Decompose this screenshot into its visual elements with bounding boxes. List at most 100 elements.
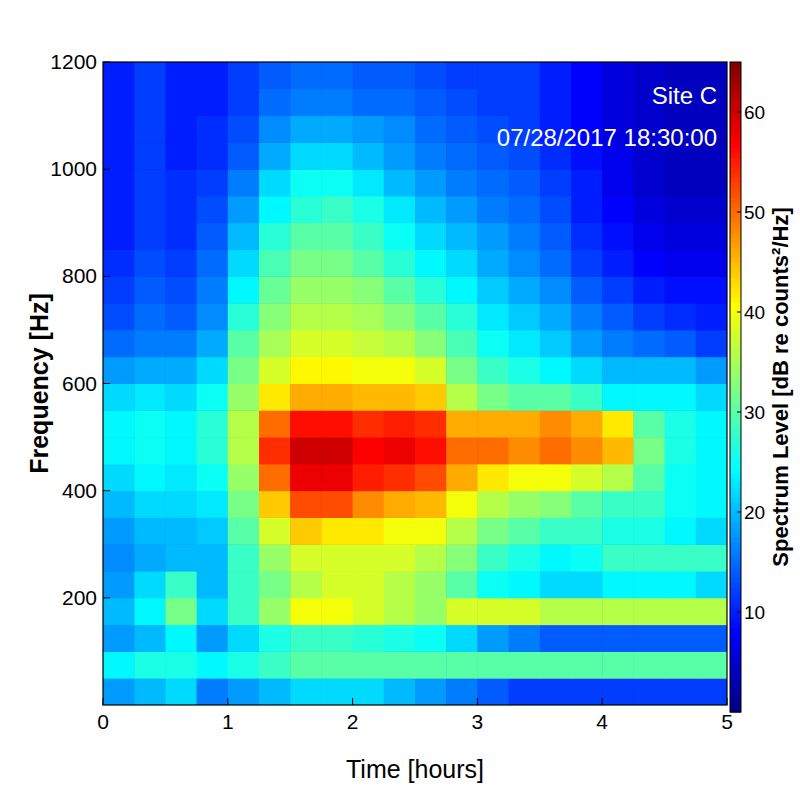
heatmap-cell bbox=[197, 357, 229, 384]
heatmap-cell bbox=[415, 303, 447, 330]
heatmap-cell bbox=[477, 62, 509, 89]
colorbar-step bbox=[730, 602, 741, 608]
heatmap-cell bbox=[415, 464, 447, 491]
heatmap-cell bbox=[540, 410, 572, 437]
heatmap-cell bbox=[602, 250, 634, 277]
heatmap-cell bbox=[384, 491, 416, 518]
heatmap-cell bbox=[602, 651, 634, 678]
heatmap-cell bbox=[633, 464, 665, 491]
heatmap-cell bbox=[540, 276, 572, 303]
colorbar-step bbox=[730, 267, 741, 273]
heatmap-cell bbox=[665, 544, 697, 571]
heatmap-cell bbox=[415, 491, 447, 518]
heatmap-cell bbox=[665, 169, 697, 196]
colorbar-step bbox=[730, 82, 741, 88]
heatmap-cell bbox=[665, 276, 697, 303]
heatmap-cell bbox=[321, 410, 353, 437]
colorbar-step bbox=[730, 352, 741, 358]
heatmap-cell bbox=[633, 651, 665, 678]
colorbar-tick-label: 30 bbox=[744, 402, 765, 423]
heatmap-cell bbox=[290, 223, 322, 250]
heatmap-cell bbox=[384, 625, 416, 652]
heatmap-cell bbox=[696, 384, 727, 411]
heatmap-cell bbox=[665, 678, 697, 705]
colorbar-step bbox=[730, 102, 741, 108]
heatmap-cell bbox=[353, 62, 385, 89]
heatmap-cell bbox=[197, 384, 229, 411]
heatmap-cell bbox=[103, 437, 135, 464]
heatmap-cell bbox=[446, 330, 478, 357]
heatmap-cell bbox=[228, 196, 260, 223]
heatmap-cell bbox=[477, 384, 509, 411]
colorbar-step bbox=[730, 402, 741, 408]
heatmap-cell bbox=[353, 169, 385, 196]
heatmap-cell bbox=[384, 169, 416, 196]
heatmap-cell bbox=[321, 571, 353, 598]
heatmap-cell bbox=[509, 62, 541, 89]
heatmap-cell bbox=[290, 491, 322, 518]
heatmap-cell bbox=[353, 544, 385, 571]
heatmap-cell bbox=[165, 142, 197, 169]
heatmap-cell bbox=[415, 598, 447, 625]
heatmap-cell bbox=[103, 384, 135, 411]
heatmap-cell bbox=[165, 517, 197, 544]
heatmap-cell bbox=[290, 62, 322, 89]
heatmap-cell bbox=[540, 437, 572, 464]
heatmap-cell bbox=[571, 678, 603, 705]
heatmap-cell bbox=[165, 116, 197, 143]
heatmap-cell bbox=[103, 142, 135, 169]
colorbar-step bbox=[730, 287, 741, 293]
heatmap-cell bbox=[415, 678, 447, 705]
heatmap-cell bbox=[165, 303, 197, 330]
colorbar-step bbox=[730, 552, 741, 558]
heatmap-cell bbox=[197, 303, 229, 330]
colorbar-step bbox=[730, 202, 741, 208]
heatmap-cell bbox=[197, 517, 229, 544]
heatmap-cell bbox=[134, 89, 166, 116]
heatmap-cell bbox=[602, 62, 634, 89]
colorbar-step bbox=[730, 372, 741, 378]
heatmap-cell bbox=[509, 276, 541, 303]
y-axis-label: Frequency [Hz] bbox=[25, 293, 53, 474]
colorbar-step bbox=[730, 582, 741, 588]
heatmap-cell bbox=[353, 625, 385, 652]
heatmap-cell bbox=[165, 330, 197, 357]
heatmap-cell bbox=[540, 678, 572, 705]
heatmap-cell bbox=[321, 142, 353, 169]
heatmap-cell bbox=[384, 276, 416, 303]
heatmap-cell bbox=[103, 89, 135, 116]
heatmap-cell bbox=[665, 330, 697, 357]
heatmap-cell bbox=[696, 357, 727, 384]
x-tick bbox=[352, 698, 353, 705]
colorbar-step bbox=[730, 507, 741, 513]
colorbar-step bbox=[730, 87, 741, 93]
heatmap-cell bbox=[446, 625, 478, 652]
heatmap-cell bbox=[509, 651, 541, 678]
colorbar-step bbox=[730, 517, 741, 523]
heatmap-cell bbox=[290, 196, 322, 223]
heatmap-cell bbox=[353, 89, 385, 116]
colorbar-step bbox=[730, 652, 741, 658]
heatmap-cell bbox=[353, 330, 385, 357]
heatmap-cell bbox=[384, 303, 416, 330]
colorbar-step bbox=[730, 577, 741, 583]
heatmap-cell bbox=[228, 357, 260, 384]
heatmap-cell bbox=[415, 116, 447, 143]
colorbar-step bbox=[730, 452, 741, 458]
colorbar-step bbox=[730, 147, 741, 153]
heatmap-cell bbox=[259, 544, 291, 571]
heatmap-cell bbox=[477, 410, 509, 437]
heatmap-cell bbox=[103, 544, 135, 571]
colorbar-step bbox=[730, 447, 741, 453]
heatmap-cell bbox=[353, 517, 385, 544]
colorbar-step bbox=[730, 282, 741, 288]
heatmap-cell bbox=[290, 330, 322, 357]
colorbar-step bbox=[730, 272, 741, 278]
heatmap-cell bbox=[509, 89, 541, 116]
heatmap-cell bbox=[415, 250, 447, 277]
heatmap-cell bbox=[571, 625, 603, 652]
heatmap-cell bbox=[259, 517, 291, 544]
heatmap-cell bbox=[197, 169, 229, 196]
heatmap-cell bbox=[103, 303, 135, 330]
colorbar-step bbox=[730, 677, 741, 683]
